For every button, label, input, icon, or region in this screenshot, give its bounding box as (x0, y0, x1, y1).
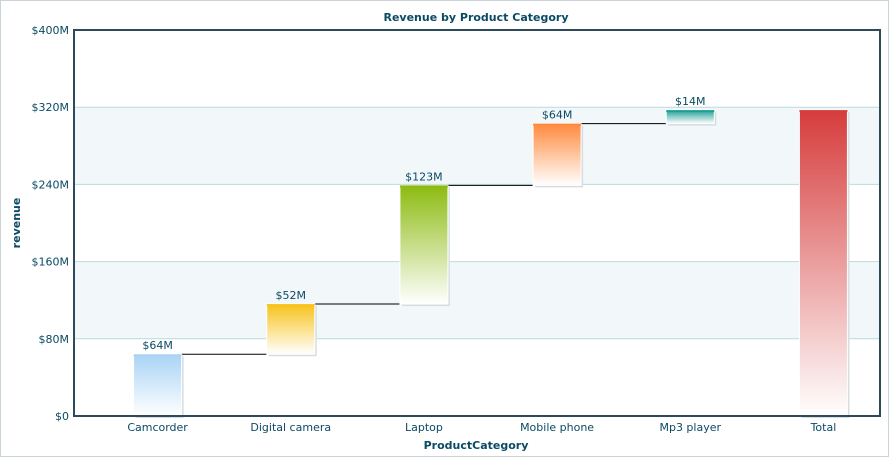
data-label: $64M (142, 339, 173, 352)
connector-lines (181, 123, 667, 355)
data-label: $52M (276, 289, 307, 302)
y-tick-label: $160M (32, 256, 70, 269)
bar (798, 109, 848, 417)
x-tick-label: Mp3 player (659, 421, 721, 434)
x-tick-label: Total (810, 421, 837, 434)
x-axis-label: ProductCategory (424, 439, 529, 452)
plot-band (74, 107, 880, 185)
plot-bands (74, 107, 880, 339)
bars (133, 109, 850, 418)
bar-top-edge (133, 354, 182, 357)
bar (532, 123, 582, 186)
bar-top-edge (533, 123, 582, 126)
bar (665, 109, 715, 125)
bar (399, 184, 449, 305)
y-tick-label: $240M (32, 178, 70, 191)
x-axis-ticks: Camcorder Digital camera Laptop Mobile phon… (127, 421, 836, 434)
bar-top-edge (399, 185, 448, 188)
y-tick-label: $400M (32, 24, 70, 37)
y-tick-label: $80M (39, 333, 70, 346)
data-label: $14M (675, 95, 706, 108)
data-label: $64M (542, 109, 573, 122)
bar-top-edge (799, 110, 848, 113)
bar-top-edge (666, 110, 715, 113)
bar (266, 303, 316, 355)
bar-top-edge (266, 304, 315, 307)
plot-band (74, 261, 880, 339)
y-axis-ticks: $0 $80M $160M $240M $320M $400M (32, 24, 70, 423)
data-label: $123M (405, 170, 443, 183)
chart-title: Revenue by Product Category (384, 11, 569, 24)
x-tick-label: Camcorder (127, 421, 188, 434)
y-tick-label: $0 (55, 410, 69, 423)
x-tick-label: Digital camera (250, 421, 331, 434)
x-tick-label: Mobile phone (520, 421, 594, 434)
value-labels: $64M $52M $123M $64M $14M (142, 95, 705, 352)
bar (133, 353, 183, 417)
plot-frame (73, 29, 881, 417)
y-axis-label: revenue (10, 198, 23, 249)
y-tick-label: $320M (32, 101, 70, 114)
gridlines (74, 106, 880, 340)
x-tick-label: Laptop (405, 421, 443, 434)
